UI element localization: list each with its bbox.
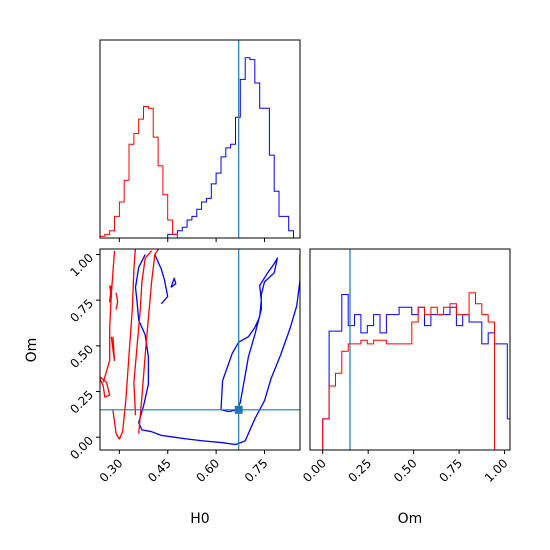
contour-blue-1 <box>134 254 300 446</box>
right-hist-series-0 <box>310 294 510 450</box>
right-histograms <box>310 292 510 450</box>
contour-red-5 <box>102 250 116 383</box>
top-panel-frame <box>99 39 301 239</box>
contour-red-6 <box>138 249 160 434</box>
right-xtick-label-0: 0.00 <box>300 456 329 485</box>
main-ytick-label-4: 1.00 <box>67 251 96 280</box>
contour-red-10 <box>109 285 112 303</box>
contour-blue-2 <box>154 254 169 305</box>
main-ytick-label-0: 0.00 <box>67 433 96 462</box>
y-axis-label-om: Om <box>24 338 40 363</box>
main-panel-frame <box>99 248 301 451</box>
contour-blue-3 <box>170 277 177 288</box>
x-axis-label-h0: H0 <box>190 511 209 527</box>
main-xtick-label-2: 0.60 <box>193 456 222 485</box>
contour-red-7 <box>133 250 153 416</box>
main-xtick-label-1: 0.45 <box>145 456 174 485</box>
right-xtick-label-1: 0.25 <box>346 456 375 485</box>
main-ytick-label-2: 0.50 <box>67 342 96 371</box>
right-xtick-label-2: 0.50 <box>391 456 420 485</box>
right-xtick-label-3: 0.75 <box>436 456 465 485</box>
top-histograms <box>100 57 299 238</box>
top-hist-series-0 <box>100 57 299 238</box>
contour-red-8 <box>100 376 111 398</box>
right-panel-frame <box>309 248 511 451</box>
contour-red-11 <box>115 292 119 310</box>
truth-marker <box>234 405 243 414</box>
main-xtick-label-0: 0.30 <box>97 456 126 485</box>
right-hist-series-1 <box>310 292 510 450</box>
main-ytick-label-3: 0.75 <box>67 296 96 325</box>
right-xtick-label-4: 1.00 <box>482 456 511 485</box>
contour-red-9 <box>110 336 116 362</box>
main-xtick-label-3: 0.75 <box>242 456 271 485</box>
contour-blue-0 <box>220 257 279 413</box>
top-hist-series-1 <box>100 106 299 238</box>
x-axis-label-om: Om <box>398 511 423 527</box>
main-ytick-label-1: 0.25 <box>67 388 96 417</box>
contour-red-4 <box>112 249 137 440</box>
contour-lines <box>100 249 300 446</box>
